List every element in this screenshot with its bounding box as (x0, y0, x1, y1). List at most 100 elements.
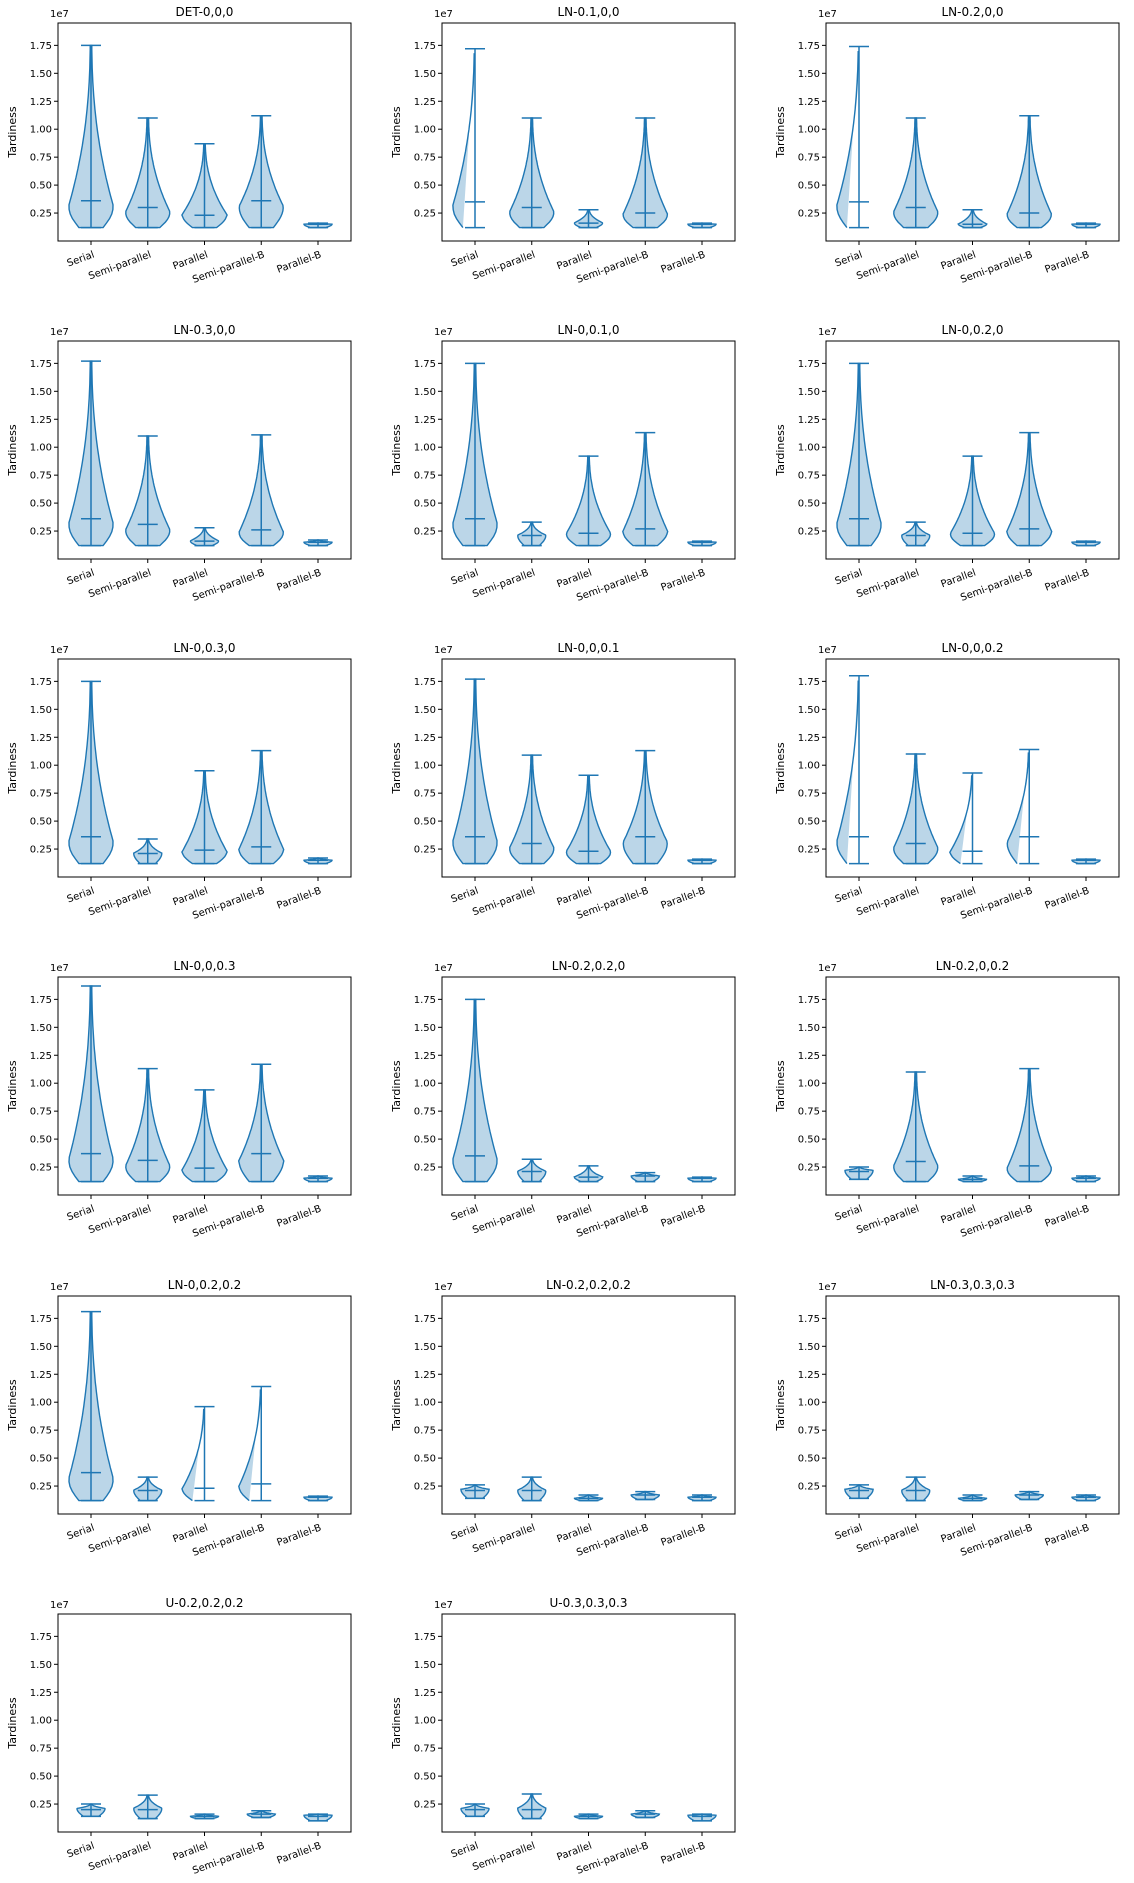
x-tick-label: Parallel (172, 1522, 210, 1545)
x-tick-label: Parallel-B (1044, 885, 1092, 911)
y-tick-label: 1.50 (30, 1342, 52, 1353)
y-tick-label: 1.50 (798, 1023, 820, 1034)
y-axis-label: Tardiness (774, 424, 787, 476)
x-tick-label: Semi-parallel (855, 885, 921, 918)
axes-frame (825, 976, 1120, 1196)
y-tick-label: 0.25 (414, 209, 436, 220)
y-tick-label: 1.75 (30, 41, 52, 52)
chart-panel: LN-0,0,0.1 1e7 Tardiness 0.25 0.50 0.75 1.00 1.… (390, 641, 736, 922)
y-tick-label: 1.00 (414, 125, 436, 136)
y-tick-label: 0.25 (414, 1800, 436, 1811)
x-tick-label: Serial (834, 885, 864, 905)
x-tick-label: Serial (450, 249, 480, 269)
chart-title: DET-0,0,0 (176, 5, 234, 19)
y-tick-label: 1.75 (30, 1314, 52, 1325)
x-tick-label: Serial (450, 885, 480, 905)
chart-title: LN-0,0.1,0 (558, 323, 620, 337)
y-offset-label: 1e7 (50, 645, 69, 656)
y-tick-label: 1.50 (30, 705, 52, 716)
y-tick-label: 1.50 (798, 69, 820, 80)
x-tick-label: Semi-parallel (855, 1203, 921, 1236)
y-tick-label: 1.75 (798, 1314, 820, 1325)
y-tick-label: 0.25 (30, 1163, 52, 1174)
x-tick-label: Parallel (172, 249, 210, 272)
x-tick-label: Parallel-B (276, 1203, 324, 1229)
y-tick-label: 1.25 (798, 97, 820, 108)
y-tick-label: 0.50 (798, 181, 820, 192)
y-tick-label: 0.25 (30, 209, 52, 220)
x-tick-label: Semi-parallel (471, 567, 537, 600)
chart-panel: DET-0,0,0 1e7 Tardiness 0.25 0.50 0.75 1.00 1.2… (6, 5, 352, 286)
y-tick-label: 0.75 (30, 1744, 52, 1755)
y-offset-label: 1e7 (50, 327, 69, 338)
y-tick-label: 0.50 (798, 499, 820, 510)
y-offset-label: 1e7 (50, 9, 69, 20)
y-axis-label: Tardiness (6, 106, 19, 158)
y-tick-label: 1.50 (30, 1023, 52, 1034)
axes-frame (825, 1295, 1120, 1515)
y-tick-label: 0.25 (798, 527, 820, 538)
axes-frame (57, 1295, 352, 1515)
y-offset-label: 1e7 (818, 645, 837, 656)
x-tick-label: Parallel (172, 1203, 210, 1226)
x-tick-label: Parallel-B (276, 1840, 324, 1866)
y-tick-label: 1.00 (414, 1079, 436, 1090)
x-tick-label: Parallel-B (1044, 249, 1092, 275)
y-tick-label: 0.50 (414, 1454, 436, 1465)
y-tick-label: 1.75 (414, 1632, 436, 1643)
y-tick-label: 0.25 (798, 845, 820, 856)
x-tick-label: Semi-parallel (471, 1522, 537, 1555)
y-tick-label: 0.25 (30, 845, 52, 856)
y-tick-label: 0.75 (30, 1107, 52, 1118)
chart-panel: LN-0.2,0,0.2 1e7 Tardiness 0.25 0.50 0.75 1.00… (774, 959, 1120, 1240)
y-tick-label: 1.25 (30, 1370, 52, 1381)
x-tick-label: Parallel-B (660, 249, 708, 275)
y-tick-label: 0.50 (798, 1454, 820, 1465)
x-tick-label: Serial (66, 567, 96, 587)
x-tick-label: Serial (450, 1203, 480, 1223)
x-tick-label: Parallel-B (276, 567, 324, 593)
axes-frame (825, 658, 1120, 878)
x-tick-label: Parallel (172, 1840, 210, 1863)
y-tick-label: 0.50 (414, 817, 436, 828)
y-tick-label: 1.00 (414, 1398, 436, 1409)
y-tick-label: 1.25 (798, 415, 820, 426)
x-tick-label: Semi-parallel (855, 1522, 921, 1555)
y-tick-label: 0.25 (30, 1482, 52, 1493)
y-tick-label: 1.75 (414, 995, 436, 1006)
y-tick-label: 0.75 (798, 1426, 820, 1437)
axes-frame (441, 658, 736, 878)
violin-body (836, 50, 859, 229)
violin-body (949, 775, 973, 865)
x-tick-label: Semi-parallel (87, 1840, 153, 1873)
x-tick-label: Parallel-B (660, 1840, 708, 1866)
y-tick-label: 1.75 (414, 677, 436, 688)
y-axis-label: Tardiness (390, 1379, 403, 1431)
chart-title: LN-0,0.2,0 (942, 323, 1004, 337)
x-tick-label: Parallel-B (1044, 1203, 1092, 1229)
y-offset-label: 1e7 (434, 963, 453, 974)
x-tick-label: Semi-parallel (471, 1840, 537, 1873)
axes-frame (57, 22, 352, 242)
y-axis-label: Tardiness (774, 1379, 787, 1431)
x-tick-label: Parallel-B (660, 567, 708, 593)
axes-frame (441, 1613, 736, 1833)
y-tick-label: 0.50 (798, 1135, 820, 1146)
x-tick-label: Parallel-B (276, 885, 324, 911)
y-tick-label: 1.75 (30, 359, 52, 370)
y-tick-label: 1.50 (414, 1023, 436, 1034)
y-tick-label: 0.75 (414, 153, 436, 164)
y-axis-label: Tardiness (390, 1697, 403, 1749)
y-offset-label: 1e7 (50, 963, 69, 974)
x-tick-label: Parallel (556, 1522, 594, 1545)
y-offset-label: 1e7 (434, 1600, 453, 1611)
y-tick-label: 1.25 (30, 97, 52, 108)
y-tick-label: 1.75 (414, 1314, 436, 1325)
y-offset-label: 1e7 (434, 1282, 453, 1293)
y-tick-label: 1.50 (798, 1342, 820, 1353)
y-tick-label: 0.25 (798, 1482, 820, 1493)
y-tick-label: 1.00 (798, 125, 820, 136)
chart-panel: LN-0.2,0.2,0 1e7 Tardiness 0.25 0.50 0.75 1.00… (390, 959, 736, 1240)
x-tick-label: Parallel (940, 567, 978, 590)
